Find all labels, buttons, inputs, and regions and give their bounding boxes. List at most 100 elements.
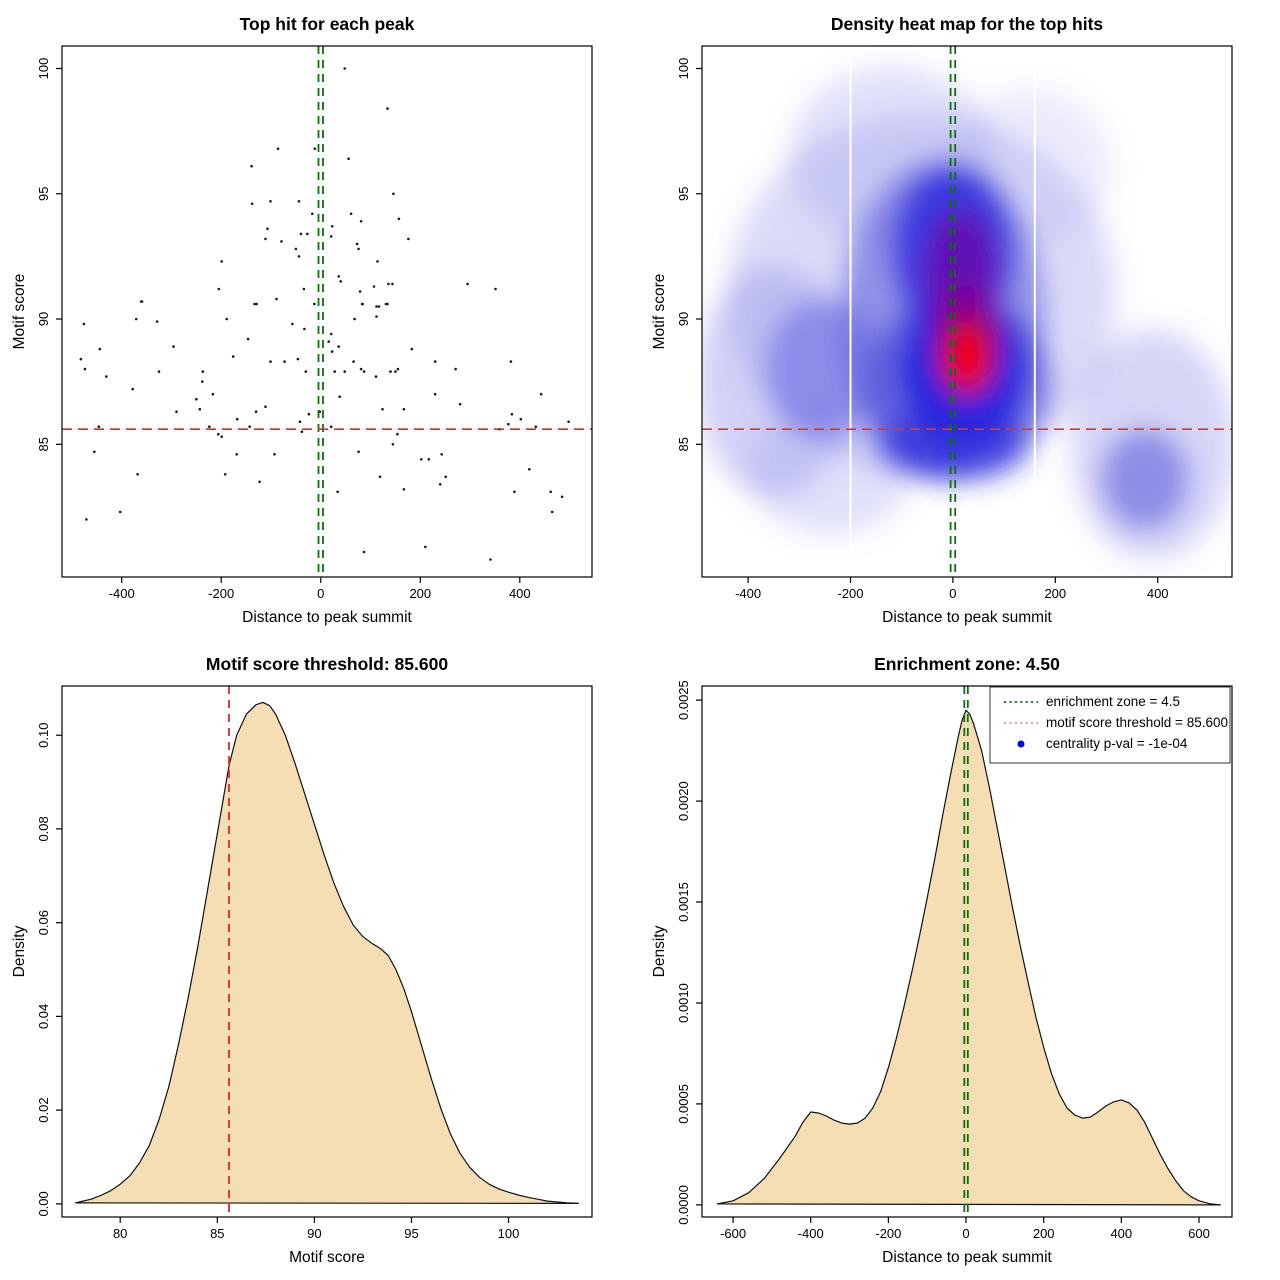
scatter-point (362, 550, 366, 554)
panel-motif-score-density: 80 85 90 95 100 0.00 0.02 0.04 0.06 0.08 0.10 Motif… (0, 640, 640, 1280)
scatter-point (208, 425, 211, 429)
density-blob-layer (702, 66, 1232, 560)
x-tick-label: -200 (208, 586, 234, 601)
scatter-point (269, 360, 272, 363)
x-tick-label: 400 (1110, 1226, 1132, 1241)
scatter-point (347, 157, 350, 160)
scatter-point (201, 380, 204, 383)
x-tick-label: 90 (307, 1226, 321, 1241)
y-axis-label: Motif score (11, 274, 28, 350)
scatter-point (329, 235, 333, 238)
density-curve (716, 709, 1221, 1206)
scatter-point (329, 425, 333, 429)
density-blob (876, 411, 1030, 482)
scatter-point (362, 370, 366, 373)
scatter-point (337, 345, 341, 348)
scatter-point (339, 280, 343, 283)
scatter-point (420, 458, 423, 461)
density-blob (766, 299, 879, 440)
x-tick-label: 100 (498, 1226, 520, 1241)
scatter-point (98, 347, 102, 351)
x-axis-label: Distance to peak summit (242, 609, 412, 626)
chart-title: Density heat map for the top hits (831, 14, 1104, 34)
scatter-point (375, 315, 378, 318)
scatter-point (155, 320, 159, 323)
y-tick-label: 0.0005 (676, 1084, 691, 1124)
scatter-point (217, 287, 221, 291)
scatter-point (343, 67, 347, 70)
x-tick-label: 95 (404, 1226, 418, 1241)
x-tick-label: 85 (210, 1226, 224, 1241)
scatter-point (352, 360, 355, 363)
x-axis-label: Motif score (289, 1249, 365, 1266)
chart-title: Motif score threshold: 85.600 (206, 654, 448, 674)
y-tick-label: 0.04 (36, 1004, 51, 1029)
scatter-point (302, 287, 306, 291)
scatter-point (376, 260, 379, 263)
y-tick-label: 85 (676, 437, 691, 451)
scatter-point (269, 200, 272, 203)
scatter-point (358, 290, 362, 293)
scatter-point (519, 417, 523, 421)
legend-label: centrality p-val = -1e-04 (1046, 736, 1188, 751)
y-tick-label: 90 (676, 312, 691, 326)
scatter-point (396, 432, 399, 436)
scatter-point (97, 425, 101, 429)
scatter-point (391, 282, 394, 286)
x-tick-label: 80 (113, 1226, 127, 1241)
scatter-point (327, 340, 331, 343)
y-axis-label: Density (651, 925, 668, 977)
x-tick-label: -600 (720, 1226, 746, 1241)
scatter-point (433, 360, 437, 363)
scatter-point (433, 392, 437, 396)
scatter-point (248, 425, 251, 429)
scatter-point (539, 392, 543, 396)
scatter-point (391, 443, 395, 446)
scatter-point (528, 468, 531, 471)
y-tick-label: 100 (36, 58, 51, 80)
scatter-point (333, 370, 337, 373)
scatter-point (313, 302, 316, 306)
legend-label: enrichment zone = 4.5 (1046, 694, 1180, 709)
scatter-point (246, 337, 250, 341)
y-tick-label: 0.06 (36, 910, 51, 935)
x-tick-label: 400 (1147, 586, 1169, 601)
scatter-point (381, 407, 384, 411)
y-axis-label: Motif score (651, 274, 668, 350)
scatter-point (220, 435, 223, 439)
x-tick-label: -400 (798, 1226, 824, 1241)
scatter-point (329, 332, 333, 336)
scatter-point (211, 392, 215, 396)
x-tick-label: 200 (409, 586, 431, 601)
heatmap-svg: -400 -200 0 200 400 85 90 95 100 Density heat map… (651, 14, 1233, 626)
scatter-point (353, 317, 356, 321)
scatter-point (273, 453, 276, 456)
scatter-point (343, 370, 347, 373)
y-tick-label: 0.0010 (676, 983, 691, 1023)
scatter-point (258, 480, 261, 484)
y-tick-label: 85 (36, 437, 51, 451)
scatter-point (82, 322, 86, 326)
scatter-point (513, 490, 516, 494)
scatter-point (361, 302, 364, 306)
plot-content (716, 686, 1221, 1217)
scatter-point (85, 518, 88, 521)
scatter-point (549, 490, 552, 494)
scatter-point (392, 192, 395, 196)
panel-distance-density: -600 -400 -200 0 200 400 600 0.0000 0.0005 0.0010… (640, 640, 1280, 1280)
scatter-point (386, 107, 389, 110)
y-axis-label: Density (11, 925, 28, 977)
scatter-point (291, 322, 294, 326)
y-tick-label: 0.02 (36, 1097, 51, 1122)
scatter-point (377, 305, 381, 308)
scatter-point (507, 422, 510, 426)
y-tick-label: 0.08 (36, 816, 51, 841)
x-tick-label: 0 (317, 586, 324, 601)
x-tick-label: 200 (1033, 1226, 1055, 1241)
y-tick-label: 95 (676, 187, 691, 201)
scatter-point (458, 402, 462, 406)
x-axis-label: Distance to peak summit (882, 1249, 1052, 1266)
scatter-plot-svg: -400 -200 0 200 400 85 90 95 100 Top hit for each… (11, 14, 593, 626)
chart-title: Enrichment zone: 4.50 (874, 654, 1060, 674)
scatter-point (509, 360, 513, 363)
